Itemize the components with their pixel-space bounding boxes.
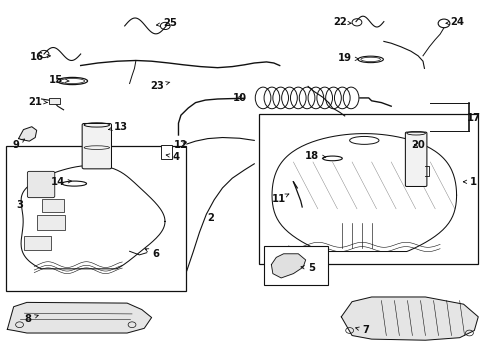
Polygon shape — [7, 302, 151, 333]
Bar — [41, 199, 63, 212]
Bar — [24, 236, 51, 250]
Text: 20: 20 — [410, 140, 424, 150]
Polygon shape — [341, 297, 477, 340]
Text: 8: 8 — [25, 314, 38, 324]
Text: 2: 2 — [206, 213, 213, 223]
FancyBboxPatch shape — [27, 171, 55, 198]
Text: 14: 14 — [50, 177, 71, 187]
Text: 5: 5 — [301, 263, 315, 273]
Text: 18: 18 — [305, 150, 325, 161]
Text: 16: 16 — [30, 52, 50, 62]
Text: 22: 22 — [332, 17, 350, 27]
Text: 1: 1 — [463, 177, 476, 187]
Bar — [264, 246, 327, 285]
Text: 13: 13 — [108, 122, 128, 132]
Text: 25: 25 — [156, 18, 177, 28]
Polygon shape — [271, 254, 305, 278]
Text: 12: 12 — [174, 140, 187, 150]
Text: 19: 19 — [337, 53, 358, 63]
Bar — [6, 146, 185, 291]
Polygon shape — [271, 134, 456, 252]
Text: 7: 7 — [355, 325, 368, 336]
Text: 11: 11 — [271, 194, 288, 204]
Text: 23: 23 — [150, 81, 169, 91]
Bar — [161, 145, 172, 159]
Text: 15: 15 — [49, 75, 69, 85]
Bar — [259, 114, 477, 264]
FancyBboxPatch shape — [405, 132, 426, 186]
Text: 24: 24 — [445, 17, 463, 27]
Bar — [49, 98, 60, 104]
Bar — [37, 215, 65, 230]
Text: 10: 10 — [232, 93, 246, 103]
Text: 9: 9 — [12, 139, 24, 150]
Polygon shape — [21, 165, 164, 269]
Text: 3: 3 — [16, 200, 23, 210]
Text: 6: 6 — [145, 249, 159, 259]
FancyBboxPatch shape — [82, 123, 111, 169]
Text: 21: 21 — [28, 96, 48, 107]
Polygon shape — [19, 127, 37, 141]
Text: 4: 4 — [166, 152, 179, 162]
Text: 17: 17 — [466, 113, 479, 123]
